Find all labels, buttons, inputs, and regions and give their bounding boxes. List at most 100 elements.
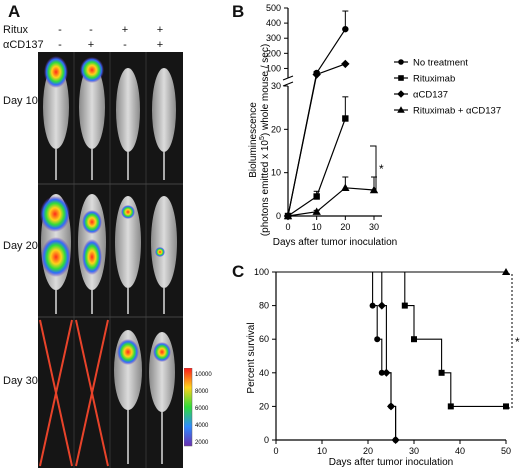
day20-mouse-g1: [40, 194, 71, 314]
c-ytick-label: 100: [254, 267, 269, 277]
b-xtick-label: 0: [285, 222, 290, 232]
scale-tick-3: 6000: [195, 406, 209, 412]
bioluminescence-image-grid: [38, 52, 183, 468]
day20-mouse-g2: [78, 194, 106, 314]
c-ytick-label: 60: [259, 334, 269, 344]
b-axis-break-bottom: [282, 81, 294, 87]
ritux-sign-g4: +: [156, 24, 164, 36]
c-point: [374, 336, 381, 343]
bioluminescence-chart: Bioluminescence (photons emitted x 105) …: [248, 3, 501, 248]
b-significance-bracket: [370, 145, 377, 191]
scale-tick-5: 2000: [195, 440, 209, 446]
c-point: [369, 302, 376, 309]
acd137-sign-g4: +: [156, 39, 164, 51]
b-ytick-label: 20: [271, 124, 281, 134]
b-point: [341, 183, 350, 192]
c-xtick-label: 30: [409, 446, 419, 456]
ritux-sign-g3: +: [121, 24, 129, 36]
panel-a-letter: A: [8, 2, 21, 21]
panel-b-letter: B: [232, 2, 245, 21]
b-ytick-label: 300: [266, 33, 281, 43]
c-point: [503, 403, 509, 410]
c-point: [391, 436, 400, 444]
day-30-label: Day 30: [3, 375, 38, 387]
ritux-sign-g2: -: [89, 24, 93, 36]
b-point: [283, 211, 293, 220]
c-significance-bracket: [508, 273, 513, 409]
day30-cross-g2: [75, 319, 109, 467]
day10-mouse-g2: [79, 57, 105, 180]
day20-mouse-g3: [115, 196, 141, 314]
day-20-label: Day 20: [3, 240, 38, 252]
b-ytick-label: 400: [266, 18, 281, 28]
acd137-sign-g1: -: [58, 39, 62, 51]
b-ytick-label: 0: [276, 211, 281, 221]
b-legend-label: Rituximab + αCD137: [413, 106, 501, 117]
b-ylabel-line1: Bioluminescence: [248, 102, 259, 178]
panel-c-letter: C: [232, 262, 245, 281]
scale-tick-1: 10000: [195, 372, 212, 378]
survival-chart: Percent survival 0 10 20 30 40 50 0 20 40 60 80 100…: [246, 267, 520, 468]
b-ylabel-end: ) whole mouse / sec): [260, 44, 271, 136]
b-legend-label: Rituximab: [413, 74, 455, 85]
day10-mouse-g1: [43, 56, 69, 180]
b-series-lines: [283, 10, 379, 221]
c-ticks: 0 10 20 30 40 50 0 20 40 60 80 100: [254, 267, 511, 456]
b-point: [312, 207, 321, 215]
b-xtick-label: 30: [369, 222, 379, 232]
scale-tick-4: 4000: [195, 423, 209, 429]
day-10-label: Day 10: [3, 95, 38, 107]
b-legend: No treatment Rituximab αCD137 Rituximab + α…: [394, 58, 501, 117]
b-axis-break-top: [282, 75, 294, 81]
c-point: [447, 403, 454, 410]
b-legend-marker: [397, 106, 405, 113]
b-ytick-label: 500: [266, 3, 281, 13]
b-point: [342, 115, 349, 122]
b-ylabel-main: (photons emitted x 10: [260, 140, 271, 237]
b-ylabel-sup: 5: [259, 136, 266, 140]
c-point: [411, 336, 417, 343]
b-legend-marker: [398, 59, 404, 65]
acd137-header: αCD137: [3, 39, 44, 51]
b-ytick-label: 100: [266, 63, 281, 73]
day30-mouse-g3: [114, 330, 142, 464]
b-ytick-label: 30: [271, 81, 281, 91]
day10-mouse-g4: [152, 68, 176, 180]
c-ylabel: Percent survival: [246, 322, 257, 393]
color-scale-svg: 10000 8000 6000 4000 2000: [183, 367, 212, 447]
c-xtick-label: 0: [273, 446, 278, 456]
c-survival-step: [276, 271, 506, 407]
day20-mouse-g4: [151, 196, 177, 314]
ritux-header: Ritux: [3, 24, 29, 36]
b-xlabel: Days after tumor inoculation: [273, 237, 398, 248]
c-point: [502, 268, 510, 275]
color-scale-bar: 10000 8000 6000 4000 2000: [183, 367, 224, 448]
c-ytick-label: 80: [259, 301, 269, 311]
c-point: [377, 301, 386, 310]
c-survival-step: [276, 271, 397, 440]
mouse-images-svg: [38, 52, 183, 468]
c-point: [387, 402, 395, 411]
b-series-line: [287, 118, 346, 217]
b-ytick-label: 10: [271, 168, 281, 178]
c-point: [378, 369, 385, 376]
c-point: [438, 369, 445, 376]
c-significance-star: *: [515, 335, 520, 349]
b-xtick-label: 20: [340, 222, 350, 232]
b-series-line: [287, 28, 346, 217]
day30-cross-g1: [39, 319, 73, 467]
c-ytick-label: 0: [264, 435, 269, 445]
b-legend-marker: [398, 75, 404, 81]
b-significance-star: *: [379, 162, 384, 176]
b-point: [312, 70, 321, 79]
c-xtick-label: 40: [455, 446, 465, 456]
c-ytick-label: 40: [259, 368, 269, 378]
b-legend-label: No treatment: [413, 58, 468, 69]
scale-tick-2: 8000: [195, 389, 209, 395]
day30-mouse-g4: [149, 332, 175, 464]
b-ylabel-line2: (photons emitted x 105) whole mouse / se…: [259, 44, 271, 236]
c-ytick-label: 20: [259, 401, 269, 411]
b-point: [341, 59, 350, 69]
b-legend-marker: [397, 90, 405, 98]
